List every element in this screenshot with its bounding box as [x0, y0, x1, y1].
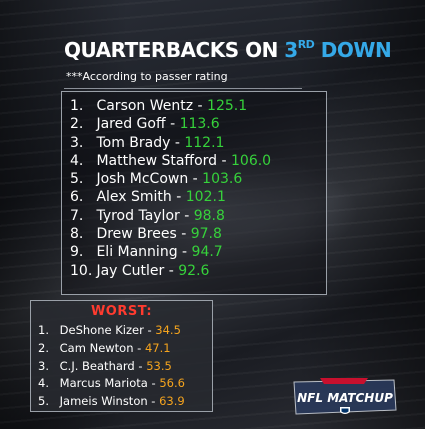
logo-text: NFL MATCHUP	[297, 391, 393, 405]
list-item: 3. C.J. Beathard - 53.5	[38, 358, 172, 373]
list-item: 1. DeShone Kizer - 34.5	[38, 323, 181, 337]
list-item: 9. Eli Manning - 94.7	[70, 244, 223, 261]
list-item: 6. Alex Smith - 102.1	[70, 189, 226, 206]
title-divider	[64, 88, 302, 89]
list-item: 8. Drew Brees - 97.8	[70, 226, 222, 243]
list-item: 3. Tom Brady - 112.1	[70, 134, 225, 151]
list-item: 2. Jared Goff - 113.6	[70, 116, 220, 133]
list-item: 2. Cam Newton - 47.1	[38, 340, 171, 355]
list-item: 1. Carson Wentz - 125.1	[70, 98, 248, 114]
list-item: 5. Josh McCown - 103.6	[70, 171, 243, 188]
list-item: 10. Jay Cutler - 92.6	[70, 262, 210, 279]
top-rankings-panel	[61, 91, 327, 295]
list-item: 5. Jameis Winston - 63.9	[38, 394, 185, 409]
nfl-matchup-logo: NFL MATCHUP	[293, 378, 397, 415]
worst-rankings-panel	[30, 300, 213, 412]
page-title: QUARTERBACKS ON 3RD DOWN	[64, 38, 392, 62]
worst-rankings-list: 1. DeShone Kizer - 34.5 2. Cam Newton - …	[38, 322, 185, 411]
worst-heading: WORST:	[90, 304, 153, 319]
list-item: 4. Marcus Mariota - 56.6	[38, 376, 185, 391]
list-item: 4. Matthew Stafford - 106.0	[70, 152, 272, 169]
top-rankings-list: 1. Carson Wentz - 125.1 2. Jared Goff - …	[70, 97, 271, 280]
page-subtitle: ***According to passer rating	[66, 70, 228, 83]
nfl-shield-icon	[340, 407, 350, 414]
list-item: 7. Tyrod Taylor - 98.8	[70, 207, 225, 224]
